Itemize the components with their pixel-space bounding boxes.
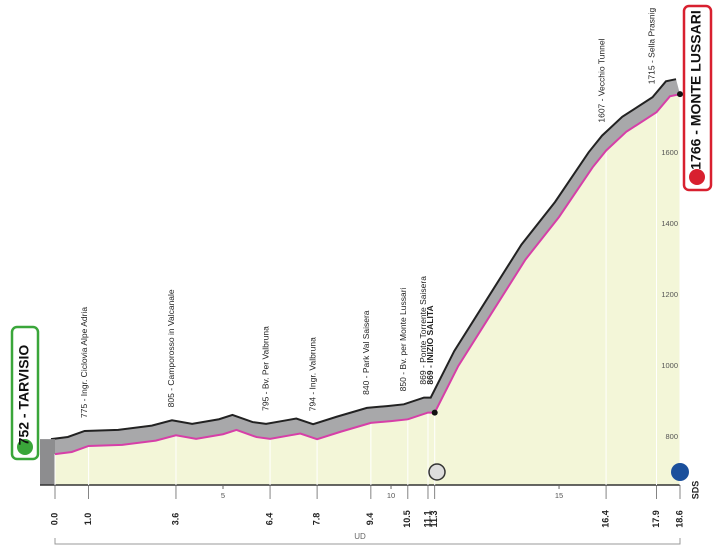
finish-icon — [689, 169, 705, 185]
annotation: 805 - Camporosso in Valcanale — [166, 289, 176, 407]
y-tick-label: 1600 — [661, 148, 678, 157]
region-label: UD — [354, 532, 366, 541]
annotation: 850 - Bv. per Monte Lussari — [398, 287, 408, 391]
finish-label: 1766 - MONTE LUSSARI — [688, 10, 704, 169]
start-box — [10, 325, 40, 461]
distance-label: 11.3 — [429, 510, 439, 527]
distance-label: 16.4 — [600, 510, 610, 528]
annotation: 869 - INIZIO SALITA — [425, 305, 435, 384]
x-tick-label: 5 — [221, 491, 225, 500]
start-label: 752 - TARVISIO — [16, 345, 32, 446]
annotation: 869 - Ponte Torrente Saisera — [418, 276, 428, 385]
profile-fill — [55, 94, 680, 486]
annotation: 794 - Ingr. Valbruna — [307, 337, 317, 411]
x-tick-label: 15 — [555, 491, 563, 500]
annotation: 795 - Bv. Per Valbruna — [260, 326, 270, 411]
distance-label: 9.4 — [365, 513, 375, 526]
distance-label: 6.4 — [264, 513, 274, 526]
profile-line — [54, 93, 681, 456]
region-bracket — [54, 538, 681, 545]
annotation: 1607 - Vecchio Tunnel — [596, 38, 606, 122]
distance-label: 1.0 — [83, 513, 93, 526]
y-tick-label: 1000 — [661, 361, 678, 370]
annotation: 1715 - Sella Prasnig — [647, 7, 657, 84]
annotation: 840 - Park Val Saisera — [361, 310, 371, 395]
finish-dot — [677, 91, 683, 98]
finish-box — [682, 4, 713, 192]
y-tick-label: 800 — [665, 432, 678, 441]
distance-label: 11.1 — [422, 510, 432, 527]
distance-label: 7.8 — [311, 513, 321, 526]
start-icon — [17, 439, 33, 455]
profile-layer — [40, 78, 681, 486]
climb-start-dot — [431, 409, 438, 416]
y-tick-label: 1400 — [661, 219, 678, 228]
band-edge — [50, 78, 677, 441]
climb-icon — [428, 463, 446, 481]
distance-label: 0.0 — [49, 513, 59, 526]
distance-label: 3.6 — [170, 513, 180, 526]
x-tick-label: 10 — [387, 491, 395, 500]
start-side — [40, 439, 55, 485]
distance-label: 10.5 — [402, 510, 412, 528]
annotation: 775 - Ingr. Ciclovia Alpe Adria — [79, 307, 89, 418]
sds-icon — [671, 463, 689, 481]
distance-label: 18.6 — [674, 510, 684, 528]
sds-label: SDS — [690, 481, 700, 500]
y-tick-label: 1200 — [661, 290, 678, 299]
distance-label: 17.9 — [651, 510, 661, 528]
